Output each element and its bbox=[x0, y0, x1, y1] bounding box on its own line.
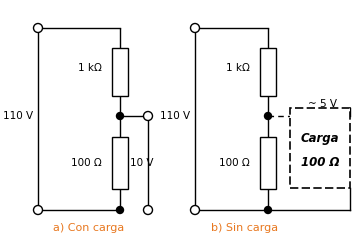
Circle shape bbox=[190, 205, 199, 214]
Text: 110 V: 110 V bbox=[160, 111, 190, 121]
Circle shape bbox=[190, 24, 199, 33]
Text: 100 Ω: 100 Ω bbox=[301, 156, 339, 169]
Circle shape bbox=[265, 207, 271, 213]
Bar bbox=[260, 137, 276, 189]
Circle shape bbox=[116, 207, 124, 213]
Bar bbox=[290, 108, 350, 188]
Text: Carga: Carga bbox=[301, 132, 339, 145]
Circle shape bbox=[265, 113, 271, 119]
Text: a) Con carga: a) Con carga bbox=[53, 223, 125, 233]
Bar bbox=[112, 137, 128, 189]
Circle shape bbox=[144, 111, 153, 120]
Bar bbox=[112, 48, 128, 96]
Text: 100 Ω: 100 Ω bbox=[71, 158, 102, 168]
Bar bbox=[260, 48, 276, 96]
Circle shape bbox=[34, 24, 43, 33]
Text: b) Sin carga: b) Sin carga bbox=[212, 223, 279, 233]
Text: ~ 5 V: ~ 5 V bbox=[309, 99, 338, 109]
Circle shape bbox=[144, 205, 153, 214]
Text: 1 kΩ: 1 kΩ bbox=[226, 63, 250, 73]
Text: 10 V: 10 V bbox=[130, 158, 154, 168]
Circle shape bbox=[34, 205, 43, 214]
Text: 100 Ω: 100 Ω bbox=[219, 158, 250, 168]
Text: 1 kΩ: 1 kΩ bbox=[78, 63, 102, 73]
Text: 110 V: 110 V bbox=[3, 111, 33, 121]
Circle shape bbox=[116, 113, 124, 119]
